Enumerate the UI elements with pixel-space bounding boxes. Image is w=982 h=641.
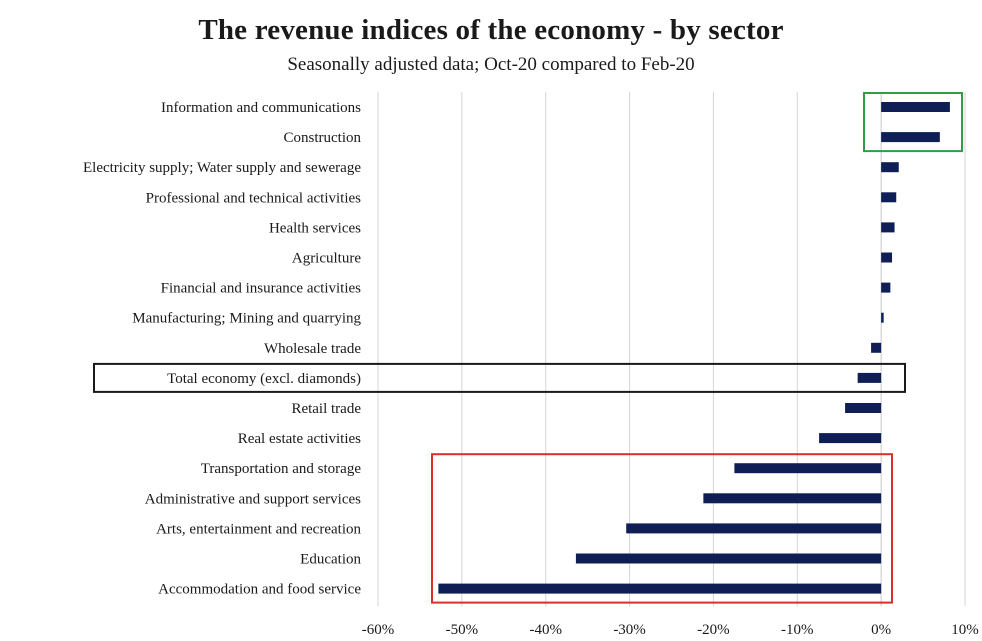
- category-label-4: Health services: [269, 220, 361, 236]
- bar-10: [845, 403, 882, 413]
- bar-16: [438, 583, 882, 594]
- bar-15: [575, 553, 882, 564]
- category-label-layer: Information and communications Constructi…: [83, 100, 362, 598]
- category-label-9: Total economy (excl. diamonds): [167, 371, 361, 387]
- tick-label-0: -60%: [362, 622, 395, 638]
- highlight-box-1: [93, 362, 906, 393]
- bar-6: [881, 282, 891, 293]
- tick-label-2: -40%: [529, 622, 562, 638]
- bar-2: [881, 162, 899, 173]
- tick-label-layer: -60% -50% -40% -30% -20% -10% 0% 10%: [362, 622, 979, 638]
- category-label-6: Financial and insurance activities: [161, 281, 362, 297]
- tick-label-5: -10%: [781, 622, 814, 638]
- category-label-7: Manufacturing; Mining and quarrying: [132, 311, 361, 327]
- tick-label-4: -20%: [697, 622, 730, 638]
- highlight-box-2: [431, 453, 893, 604]
- bar-5: [881, 252, 893, 263]
- bar-1: [881, 132, 940, 143]
- chart-title: The revenue indices of the economy - by …: [198, 14, 784, 46]
- bar-7: [881, 312, 884, 323]
- bar-layer: [438, 102, 950, 594]
- bar-8: [871, 342, 882, 353]
- category-label-15: Education: [300, 552, 361, 568]
- category-label-12: Transportation and storage: [201, 461, 362, 477]
- tick-label-7: 10%: [951, 622, 979, 638]
- tick-label-6: 0%: [871, 622, 891, 638]
- bar-0: [881, 102, 950, 112]
- category-label-8: Wholesale trade: [264, 341, 361, 357]
- category-label-3: Professional and technical activities: [146, 190, 362, 206]
- grid-layer: [377, 92, 966, 606]
- bar-12: [734, 463, 882, 474]
- category-label-14: Arts, entertainment and recreation: [156, 521, 361, 537]
- category-label-2: Electricity supply; Water supply and sew…: [83, 160, 361, 176]
- category-label-10: Retail trade: [291, 401, 361, 417]
- highlight-box-0: [863, 92, 963, 153]
- bar-13: [703, 493, 882, 504]
- bar-11: [819, 433, 882, 444]
- highlight-layer: [93, 92, 963, 604]
- bar-9: [857, 372, 882, 383]
- category-label-11: Real estate activities: [238, 431, 361, 447]
- tick-label-1: -50%: [446, 622, 479, 638]
- category-label-1: Construction: [284, 130, 362, 146]
- bar-4: [881, 222, 895, 233]
- bar-14: [626, 523, 882, 534]
- bar-3: [881, 192, 897, 203]
- chart-subtitle: Seasonally adjusted data; Oct-20 compare…: [287, 54, 695, 75]
- category-label-5: Agriculture: [292, 251, 361, 267]
- tick-label-3: -30%: [613, 622, 646, 638]
- category-label-13: Administrative and support services: [145, 491, 361, 507]
- category-label-16: Accommodation and food service: [158, 582, 361, 598]
- category-label-0: Information and communications: [161, 100, 361, 116]
